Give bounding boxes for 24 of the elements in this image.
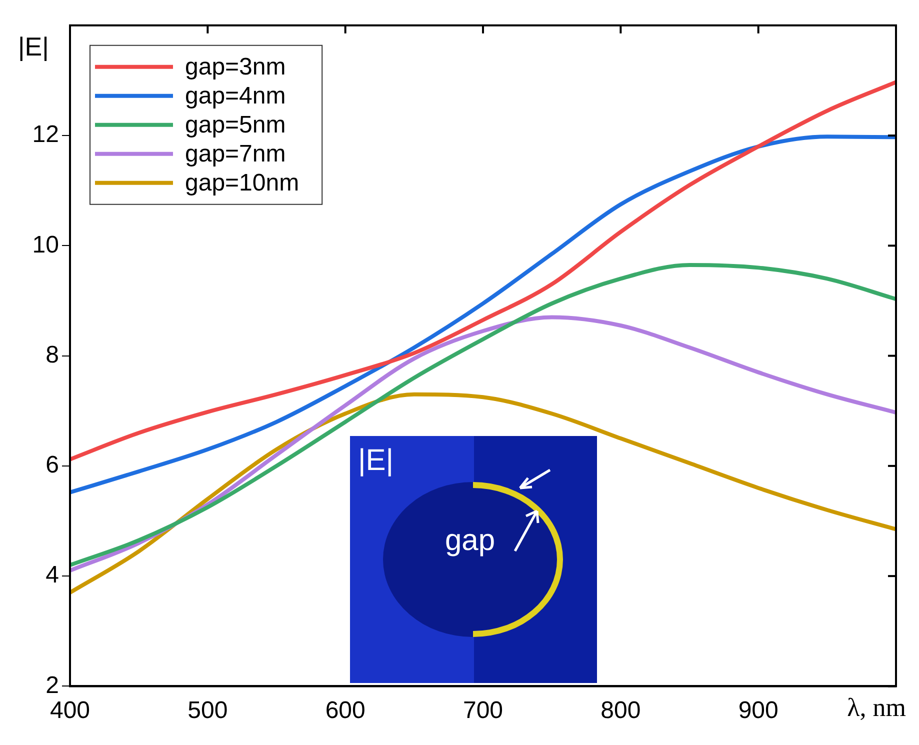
legend-label: gap=10nm xyxy=(185,170,300,197)
x-tick-label: 600 xyxy=(325,697,366,724)
x-tick-label: 900 xyxy=(738,697,778,724)
y-tick-label: 10 xyxy=(32,231,59,258)
x-tick-label: 500 xyxy=(188,697,228,724)
y-tick-label: 8 xyxy=(46,341,59,368)
y-tick-label: 4 xyxy=(46,562,59,589)
line-series xyxy=(70,392,896,595)
x-axis-title: λ, nm xyxy=(847,693,906,722)
legend-label: gap=3nm xyxy=(185,54,286,81)
y-tick-label: 12 xyxy=(32,121,59,148)
x-tick-label: 700 xyxy=(462,697,504,724)
line-series xyxy=(70,262,896,568)
annotation: gap xyxy=(445,524,496,558)
y-tick-label: 6 xyxy=(46,452,59,479)
legend-label: gap=5nm xyxy=(185,112,286,139)
annotation: |E| xyxy=(358,444,394,478)
y-axis-title: |E| xyxy=(18,32,49,62)
x-tick-label: 400 xyxy=(50,697,90,724)
line-series xyxy=(70,315,896,573)
x-tick-label: 800 xyxy=(600,697,641,724)
legend-label: gap=7nm xyxy=(185,140,286,168)
y-tick-label: 2 xyxy=(46,672,59,699)
legend-label: gap=4nm xyxy=(185,82,286,110)
